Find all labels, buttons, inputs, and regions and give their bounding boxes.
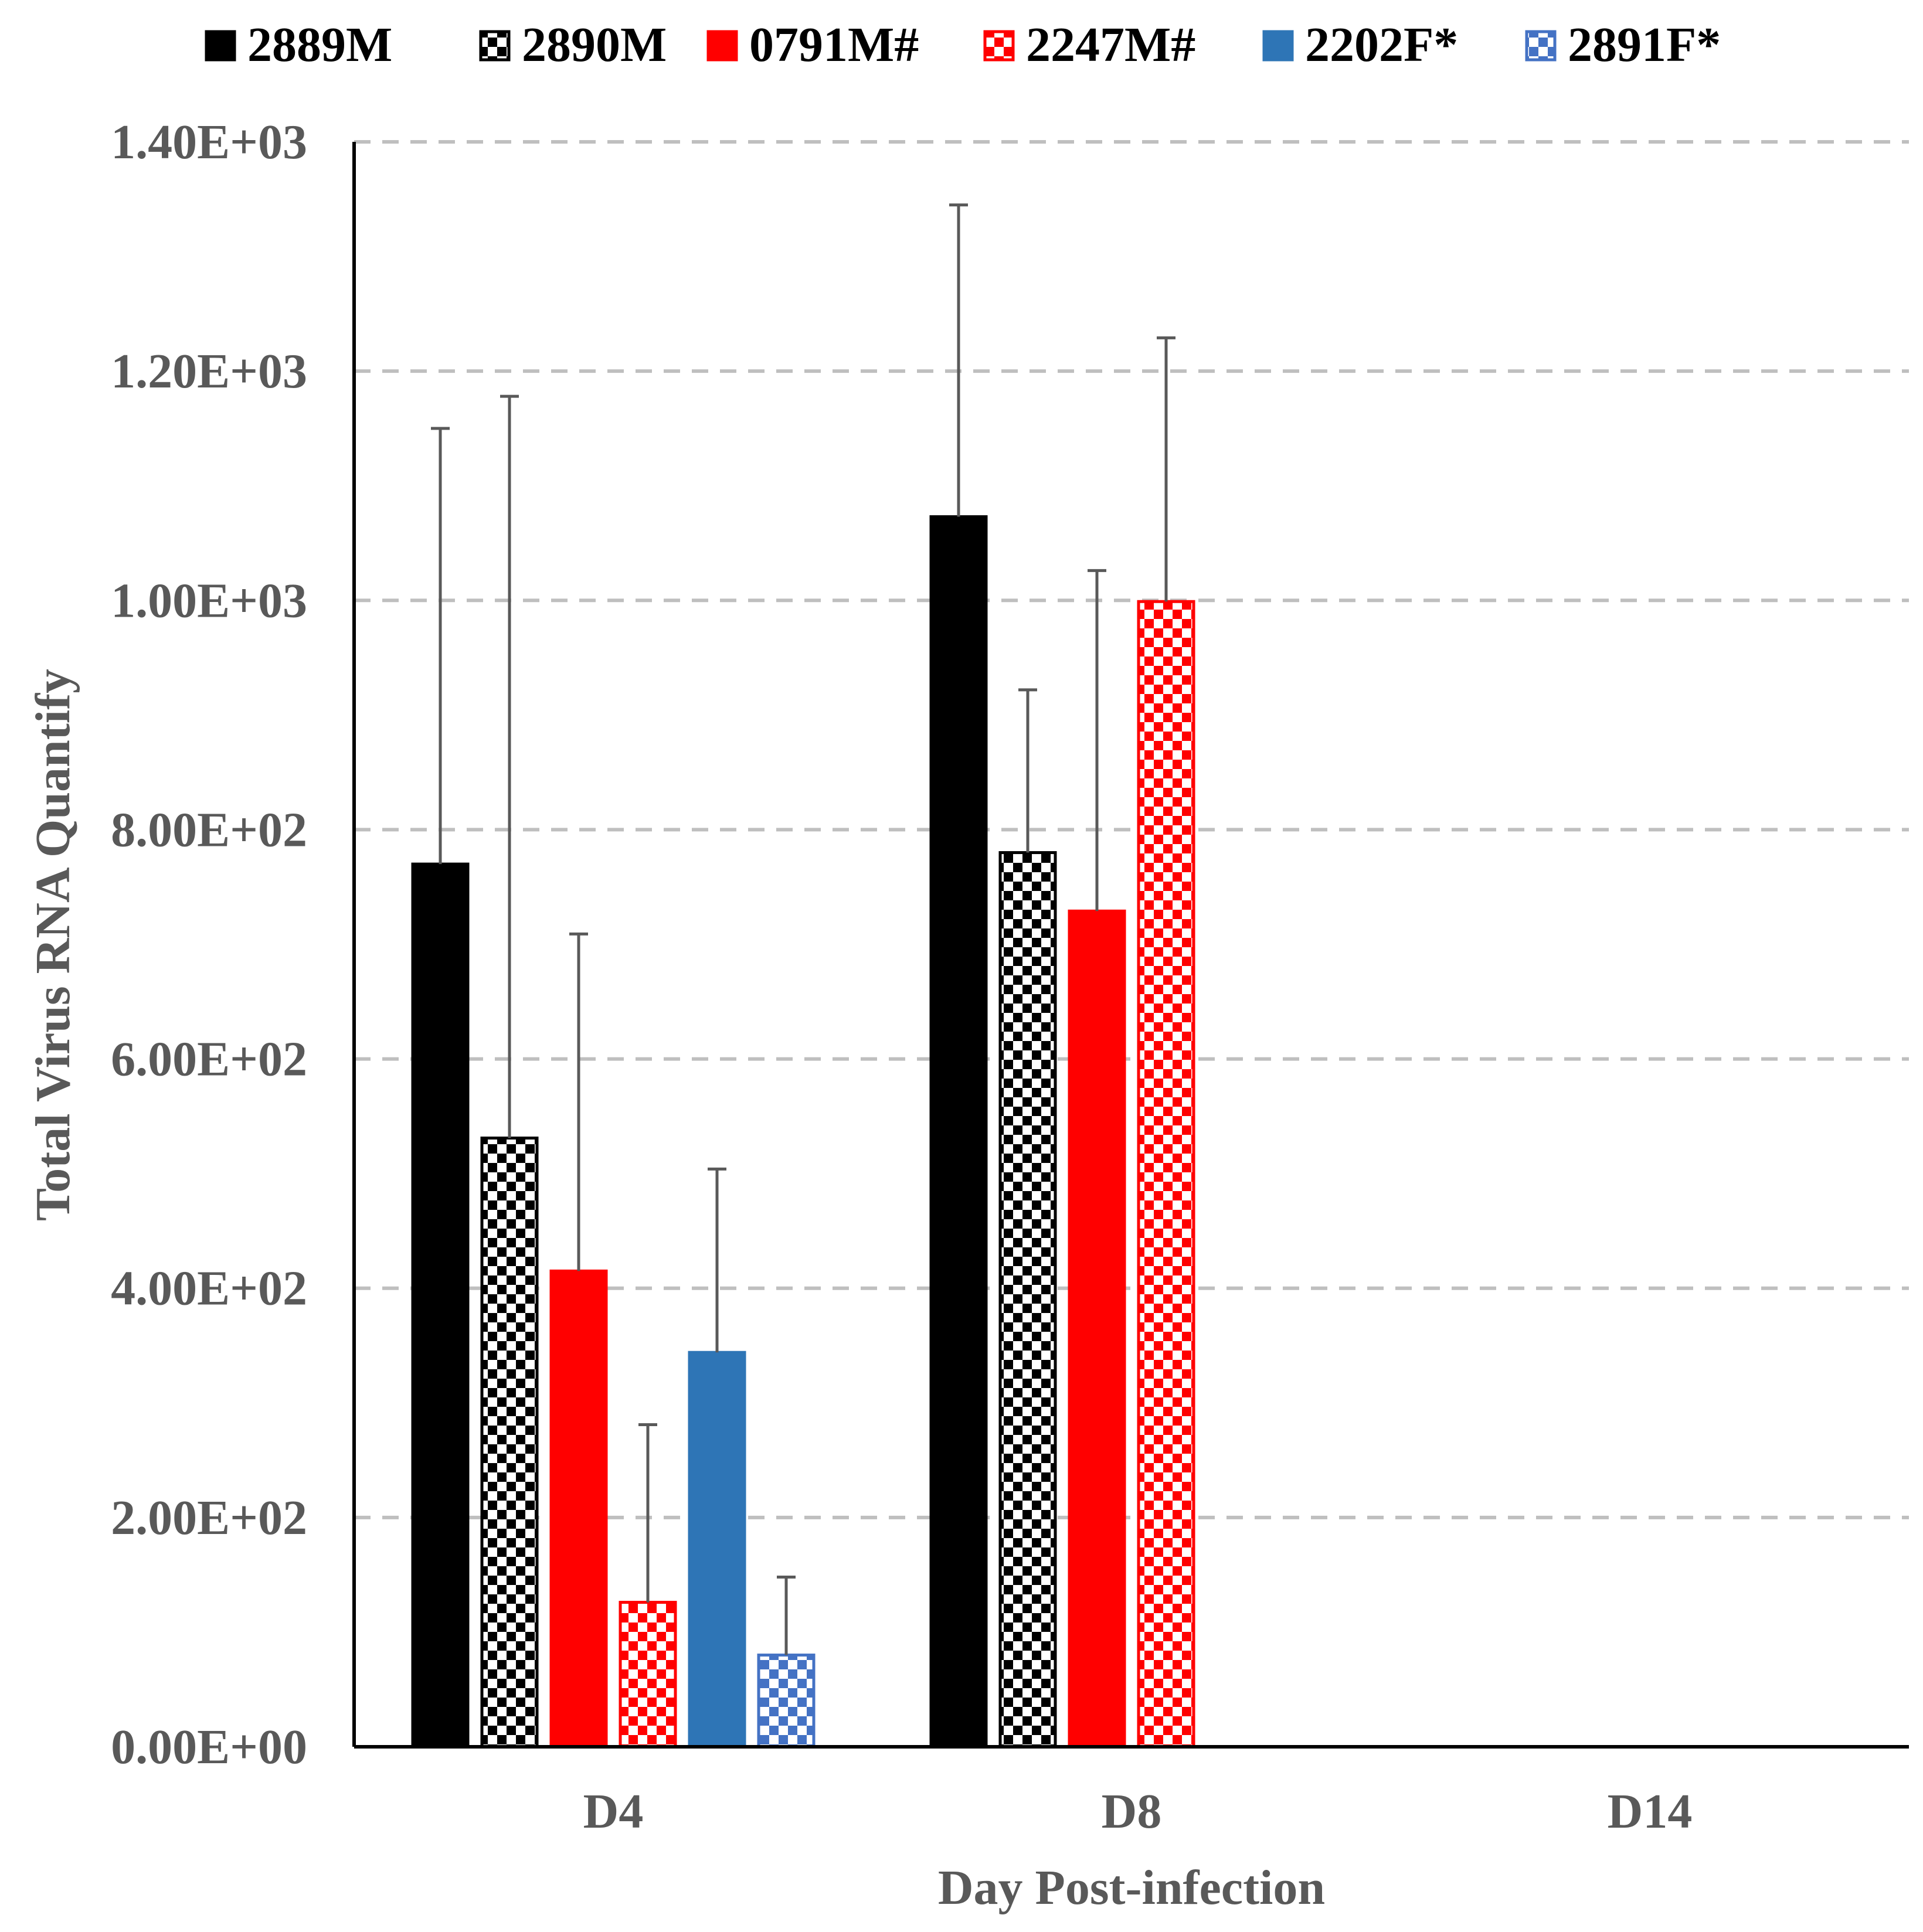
error-bar bbox=[1018, 688, 1037, 853]
error-bars bbox=[431, 203, 1175, 1655]
legend-swatch bbox=[706, 30, 738, 62]
error-bar bbox=[1088, 569, 1106, 911]
error-bar bbox=[1157, 336, 1175, 602]
error-bar bbox=[569, 932, 588, 1271]
bar bbox=[549, 1269, 608, 1749]
error-bar bbox=[431, 427, 450, 865]
legend-entry: 2890M bbox=[479, 18, 667, 72]
legend-swatch bbox=[1525, 30, 1557, 62]
axes bbox=[352, 142, 1909, 1749]
legend-label: 2891F* bbox=[1568, 18, 1721, 72]
y-tick-label: 0.00E+00 bbox=[111, 1720, 307, 1774]
legend-label: 2202F* bbox=[1305, 18, 1458, 72]
legend-swatch bbox=[1262, 30, 1294, 62]
legend-entry: 2891F* bbox=[1525, 18, 1721, 72]
bar bbox=[929, 515, 988, 1749]
legend-entry: 2247M# bbox=[983, 18, 1195, 72]
y-tick-label: 8.00E+02 bbox=[111, 802, 307, 857]
y-tick-label: 2.00E+02 bbox=[111, 1491, 307, 1545]
legend-label: 2890M bbox=[522, 18, 667, 72]
y-tick-label: 1.00E+03 bbox=[111, 573, 307, 628]
y-tick-label: 4.00E+02 bbox=[111, 1261, 307, 1316]
bar bbox=[998, 851, 1057, 1749]
bar bbox=[411, 862, 470, 1749]
error-bar bbox=[638, 1423, 657, 1603]
x-tick-label: D14 bbox=[1608, 1784, 1693, 1839]
bar bbox=[757, 1654, 816, 1749]
error-bar bbox=[949, 203, 968, 517]
error-bar bbox=[708, 1167, 726, 1353]
x-tick-label: D4 bbox=[583, 1784, 644, 1839]
legend: 2889M 2890M 0791M# 2247M# 2202F* 2891F* bbox=[205, 18, 1721, 72]
legend-entry: 0791M# bbox=[706, 18, 919, 72]
legend-swatch bbox=[983, 30, 1015, 62]
legend-swatch bbox=[479, 30, 511, 62]
y-tick-label: 1.40E+03 bbox=[111, 115, 307, 169]
legend-label: 2247M# bbox=[1026, 18, 1195, 72]
tick-labels: 0.00E+00 2.00E+02 4.00E+02 6.00E+02 8.00E+02… bbox=[111, 115, 1692, 1839]
bars bbox=[411, 515, 1195, 1749]
legend-label: 2889M bbox=[247, 18, 392, 72]
y-tick-label: 1.20E+03 bbox=[111, 344, 307, 399]
x-axis-title: Day Post-infection bbox=[938, 1860, 1325, 1915]
legend-entry: 2202F* bbox=[1262, 18, 1458, 72]
legend-swatch bbox=[205, 30, 236, 62]
bar bbox=[480, 1137, 539, 1749]
x-tick-label: D8 bbox=[1102, 1784, 1162, 1839]
legend-entry: 2889M bbox=[205, 18, 392, 72]
bar bbox=[1137, 600, 1195, 1749]
y-tick-label: 6.00E+02 bbox=[111, 1032, 307, 1087]
error-bar bbox=[500, 394, 519, 1138]
bar bbox=[619, 1601, 677, 1749]
error-bar bbox=[777, 1576, 796, 1655]
gridlines bbox=[354, 140, 1909, 1519]
bar bbox=[688, 1351, 746, 1749]
y-axis-title: Total Virus RNA Quantify bbox=[26, 669, 80, 1221]
legend-label: 0791M# bbox=[749, 18, 919, 72]
bar bbox=[1068, 909, 1126, 1749]
